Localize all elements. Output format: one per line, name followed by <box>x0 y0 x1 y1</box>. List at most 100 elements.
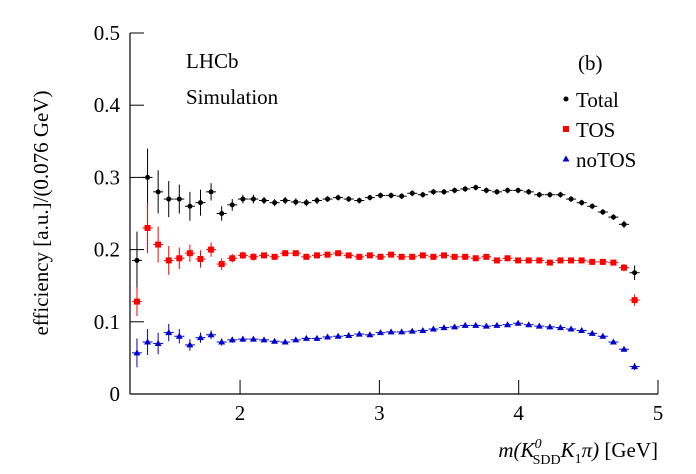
x-tick-label: 2 <box>235 401 246 425</box>
y-tick-label: 0.2 <box>94 238 120 262</box>
data-point <box>229 255 236 262</box>
data-point <box>228 336 236 343</box>
data-point <box>165 329 173 336</box>
data-point <box>186 250 193 257</box>
data-point <box>134 257 140 263</box>
data-point <box>293 199 299 205</box>
data-point <box>313 334 321 341</box>
data-point <box>260 336 268 343</box>
data-point <box>568 196 574 202</box>
data-point <box>557 192 563 198</box>
data-point <box>567 325 575 332</box>
data-point <box>588 329 596 336</box>
data-point <box>166 196 172 202</box>
data-point <box>197 255 204 262</box>
data-point <box>526 189 532 195</box>
data-point <box>451 253 458 260</box>
data-point <box>197 200 203 206</box>
data-point <box>535 322 543 329</box>
data-point <box>356 253 363 260</box>
data-point <box>610 259 617 266</box>
data-point <box>452 187 458 193</box>
data-point <box>505 187 511 193</box>
data-point <box>324 333 332 340</box>
x-label-part: [GeV] <box>599 438 658 462</box>
data-point <box>281 338 289 345</box>
data-point <box>461 321 469 328</box>
data-point <box>399 193 405 199</box>
legend-marker <box>562 155 570 162</box>
data-point <box>504 321 512 328</box>
data-point <box>610 214 616 220</box>
data-point <box>430 253 437 260</box>
x-axis-label: m(K0 SDDK1π) [GeV] <box>498 437 658 468</box>
data-point <box>219 211 225 216</box>
annotation: (b) <box>578 51 603 75</box>
data-point <box>133 349 141 356</box>
data-point <box>187 203 193 209</box>
data-point <box>589 203 595 209</box>
data-point <box>536 192 542 198</box>
data-point <box>175 332 183 339</box>
data-point <box>556 324 564 331</box>
data-point <box>388 251 395 258</box>
data-point <box>282 250 289 257</box>
data-point <box>377 253 384 260</box>
y-tick-label: 0.1 <box>94 310 120 334</box>
data-point <box>483 187 489 193</box>
annotation: Simulation <box>186 85 279 109</box>
data-point <box>250 253 257 260</box>
data-point <box>472 321 480 328</box>
legend-marker <box>563 126 569 132</box>
x-label-part: 1 <box>575 452 582 467</box>
data-point <box>271 253 278 260</box>
data-point <box>154 339 162 346</box>
data-point <box>408 327 416 334</box>
data-point <box>208 246 215 253</box>
data-point <box>483 253 490 260</box>
data-point <box>186 341 194 348</box>
data-point <box>261 252 268 259</box>
data-point <box>239 252 246 259</box>
data-point <box>313 252 320 259</box>
data-point <box>441 252 448 259</box>
data-point <box>218 338 226 345</box>
data-point <box>419 252 426 259</box>
data-point <box>376 329 384 336</box>
legend-label: TOS <box>576 118 615 142</box>
data-point <box>419 326 427 333</box>
data-point <box>546 259 553 266</box>
data-point <box>631 297 638 304</box>
y-tick-label: 0.4 <box>94 93 121 117</box>
data-point <box>430 189 436 195</box>
data-point <box>303 253 310 260</box>
data-point <box>631 363 639 370</box>
legend-label: noTOS <box>576 148 636 172</box>
data-point <box>176 255 183 262</box>
data-point <box>261 198 267 204</box>
data-point <box>387 328 395 335</box>
y-tick-label: 0.3 <box>94 165 120 189</box>
data-point <box>420 192 426 198</box>
data-point <box>355 330 363 337</box>
data-point <box>302 334 310 341</box>
y-axis-label: efficiency [a.u.]/(0.076 GeV) <box>29 90 53 335</box>
data-point <box>525 321 533 328</box>
data-point <box>599 332 607 339</box>
data-point <box>218 261 225 268</box>
data-point <box>462 253 469 260</box>
data-point <box>271 337 279 344</box>
x-label-part: π) <box>582 438 600 462</box>
data-point <box>398 328 406 335</box>
data-point <box>632 270 638 276</box>
legend-label: Total <box>576 88 619 112</box>
data-point <box>472 255 479 262</box>
data-point <box>546 323 554 330</box>
data-point <box>229 202 235 208</box>
data-point <box>621 221 627 227</box>
data-point <box>493 257 500 264</box>
data-point <box>366 331 374 338</box>
data-point <box>536 257 543 264</box>
x-tick-label: 3 <box>374 401 385 425</box>
